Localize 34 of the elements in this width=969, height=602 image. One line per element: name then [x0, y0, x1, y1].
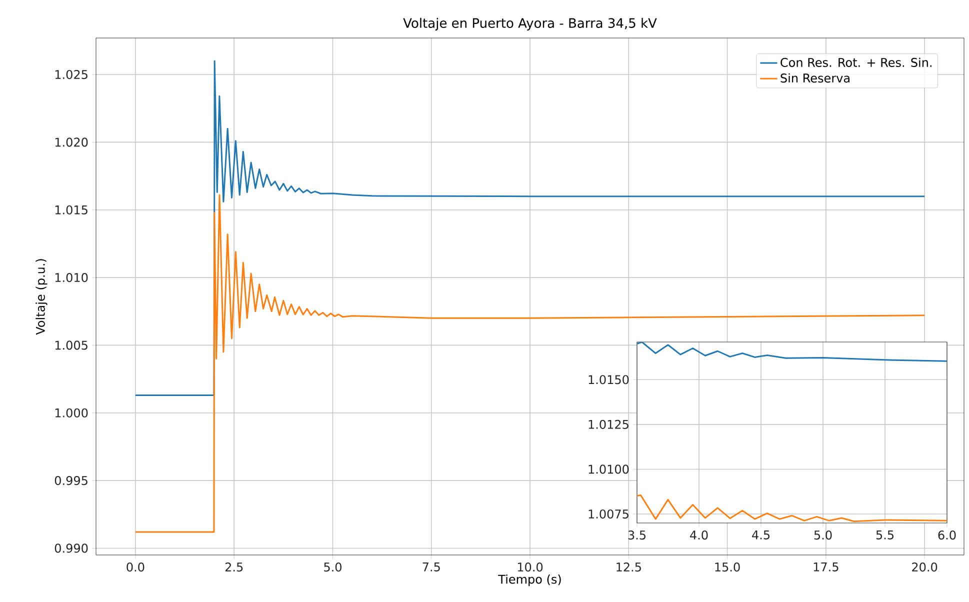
y-tick-label: 1.0150	[588, 375, 629, 384]
x-tick-label: 5.0	[814, 530, 832, 540]
x-tick-label: 3.5	[628, 530, 646, 540]
y-axis-title: Voltaje (p.u.)	[36, 259, 48, 335]
legend-label: Con Res. Rot. + Res. Sin.	[780, 58, 932, 67]
y-tick-label: 1.0075	[588, 509, 628, 519]
y-tick-label: 1.0100	[588, 464, 629, 474]
x-tick-label: 10.0	[518, 562, 543, 572]
x-tick-label: 5.5	[876, 530, 894, 540]
x-tick-label: 15.0	[715, 562, 740, 572]
y-tick-label: 1.010	[55, 273, 88, 282]
y-tick-label: 0.995	[54, 476, 88, 486]
x-tick-label: 0.0	[126, 562, 144, 572]
line-series	[637, 494, 947, 522]
x-tick-label: 4.5	[752, 530, 770, 540]
x-tick-label: 6.0	[938, 530, 956, 540]
y-tick-label: 1.025	[55, 70, 88, 80]
x-tick-label: 20.0	[912, 562, 938, 572]
legend-label: Sin Reserva	[780, 73, 850, 83]
x-tick-label: 17.5	[814, 562, 838, 572]
y-tick-label: 0.990	[54, 544, 88, 553]
x-axis-title: Tiempo (s)	[498, 574, 561, 586]
x-tick-label: 7.5	[422, 562, 440, 572]
x-tick-label: 12.5	[616, 562, 641, 572]
y-tick-label: 1.005	[55, 340, 88, 350]
y-tick-label: 1.020	[55, 138, 88, 147]
x-tick-label: 5.0	[324, 562, 342, 572]
x-tick-label: 4.0	[690, 530, 708, 540]
line-series	[637, 342, 947, 362]
y-tick-label: 1.0125	[588, 420, 628, 429]
chart-title: Voltaje en Puerto Ayora - Barra 34,5 kV	[403, 18, 657, 30]
x-tick-label: 2.5	[225, 562, 243, 572]
y-tick-label: 1.015	[55, 205, 88, 214]
y-tick-label: 1.000	[55, 408, 88, 418]
